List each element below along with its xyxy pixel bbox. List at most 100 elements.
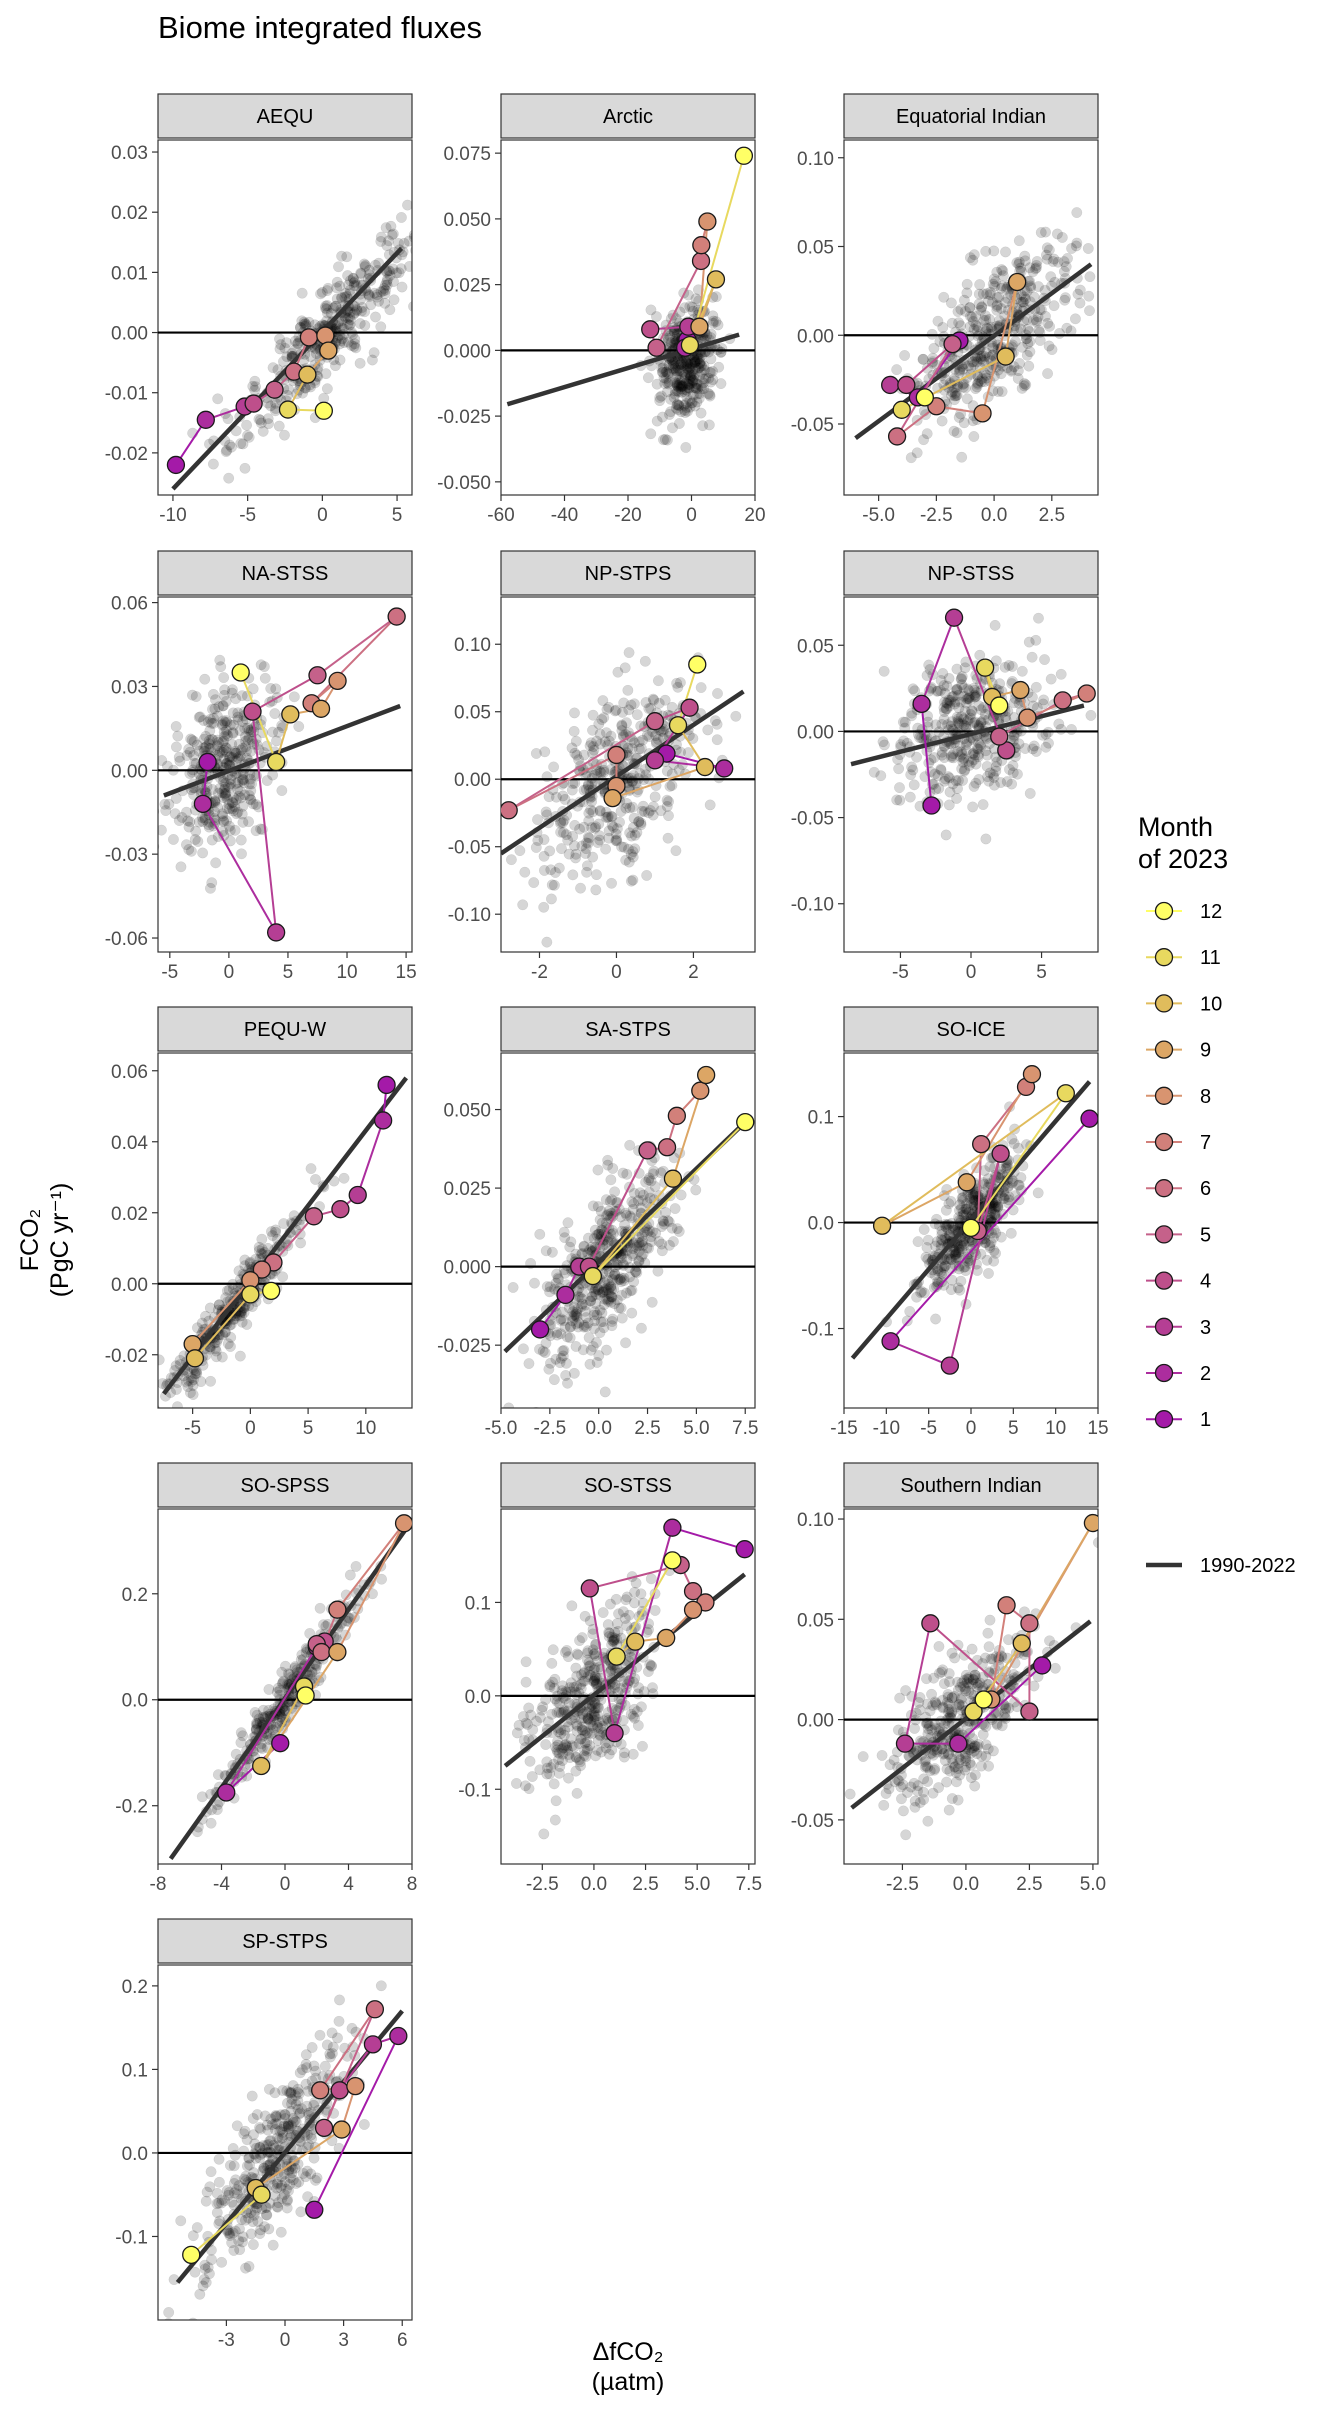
month-point-9 [319, 341, 338, 360]
historical-point [629, 1712, 641, 1724]
historical-point [379, 279, 391, 291]
historical-point [270, 683, 282, 695]
historical-point [655, 390, 667, 402]
x-tick-label: 5 [392, 505, 403, 526]
historical-point [587, 806, 599, 818]
historical-point [229, 824, 241, 836]
historical-point [1005, 365, 1017, 377]
historical-point [905, 452, 917, 464]
historical-point [658, 434, 669, 446]
historical-point [237, 1730, 249, 1742]
historical-point [175, 861, 187, 873]
historical-point [220, 695, 232, 707]
historical-point [408, 232, 412, 243]
historical-point [683, 378, 695, 390]
historical-point [662, 1215, 674, 1227]
historical-point [158, 824, 167, 836]
historical-point [662, 368, 674, 380]
historical-point [403, 235, 412, 247]
month-point-2 [217, 1783, 236, 1802]
historical-point [547, 1644, 559, 1656]
month-point-7 [1077, 684, 1096, 703]
historical-point [657, 726, 669, 737]
historical-point [1029, 263, 1041, 275]
historical-point [981, 369, 992, 381]
historical-point [254, 414, 266, 426]
historical-point [347, 273, 359, 285]
historical-point [683, 379, 695, 391]
historical-point [692, 353, 704, 365]
historical-point [690, 382, 702, 394]
historical-point [688, 382, 700, 394]
month-point-10 [695, 757, 715, 777]
historical-point [1018, 291, 1030, 303]
x-tick-label: -40 [551, 505, 578, 526]
historical-point [606, 1274, 618, 1286]
historical-point [529, 1277, 540, 1289]
historical-point [548, 1682, 560, 1694]
historical-point [245, 785, 257, 797]
historical-point [359, 261, 371, 273]
historical-point [593, 718, 605, 730]
historical-point [375, 231, 387, 243]
historical-point [576, 840, 588, 852]
historical-point [917, 353, 929, 365]
historical-point [236, 808, 248, 820]
historical-point [554, 1761, 566, 1772]
historical-point [587, 851, 599, 863]
historical-point [151, 1426, 161, 1436]
historical-point [995, 282, 1007, 294]
historical-point [649, 1604, 661, 1616]
historical-point [978, 354, 990, 366]
historical-point [234, 725, 246, 737]
historical-point [945, 297, 957, 309]
historical-point [669, 362, 681, 374]
historical-point [388, 276, 399, 287]
historical-point [416, 236, 426, 246]
historical-point [183, 821, 195, 833]
y-tick-label: 0.050 [443, 210, 491, 231]
historical-point [182, 1375, 194, 1387]
historical-point [641, 869, 653, 881]
historical-point [639, 655, 651, 667]
month-point-12 [261, 1281, 281, 1300]
historical-point [226, 797, 238, 809]
month-point-4 [897, 375, 916, 395]
historical-point [671, 399, 683, 411]
historical-point [936, 415, 948, 427]
historical-point [249, 375, 261, 387]
historical-point [875, 770, 887, 782]
historical-point [259, 672, 271, 684]
x-tick-label: 8 [407, 1874, 418, 1895]
historical-point [532, 1406, 540, 1408]
historical-point [933, 1641, 945, 1652]
historical-point [676, 379, 687, 391]
historical-point [230, 778, 242, 790]
historical-point [299, 318, 311, 329]
historical-point [541, 1756, 553, 1768]
historical-point [918, 434, 930, 446]
historical-point [218, 672, 230, 684]
historical-point [669, 1203, 681, 1215]
historical-point [690, 382, 702, 394]
month-point-5 [638, 1141, 657, 1160]
historical-point [288, 691, 300, 703]
panel-np-stss: NP-STSS-5 0 5-0.10-0.050.000.05 [791, 550, 1099, 983]
month-point-3 [940, 1356, 959, 1375]
historical-point [1031, 256, 1043, 267]
historical-point [961, 287, 973, 299]
historical-point [242, 430, 254, 441]
historical-point [1015, 262, 1026, 274]
historical-point [681, 402, 693, 413]
historical-point [373, 295, 385, 307]
historical-point [256, 1742, 268, 1754]
historical-point [202, 716, 214, 728]
historical-point [1032, 311, 1044, 323]
historical-point [622, 684, 634, 696]
historical-point [681, 357, 693, 369]
historical-point [167, 833, 179, 845]
historical-point [556, 843, 567, 855]
facet-label: AEQU [257, 106, 314, 128]
panel-np-stps: NP-STPS-2 0 2-0.10-0.050.000.050.10 [448, 550, 756, 983]
historical-point [651, 415, 663, 427]
